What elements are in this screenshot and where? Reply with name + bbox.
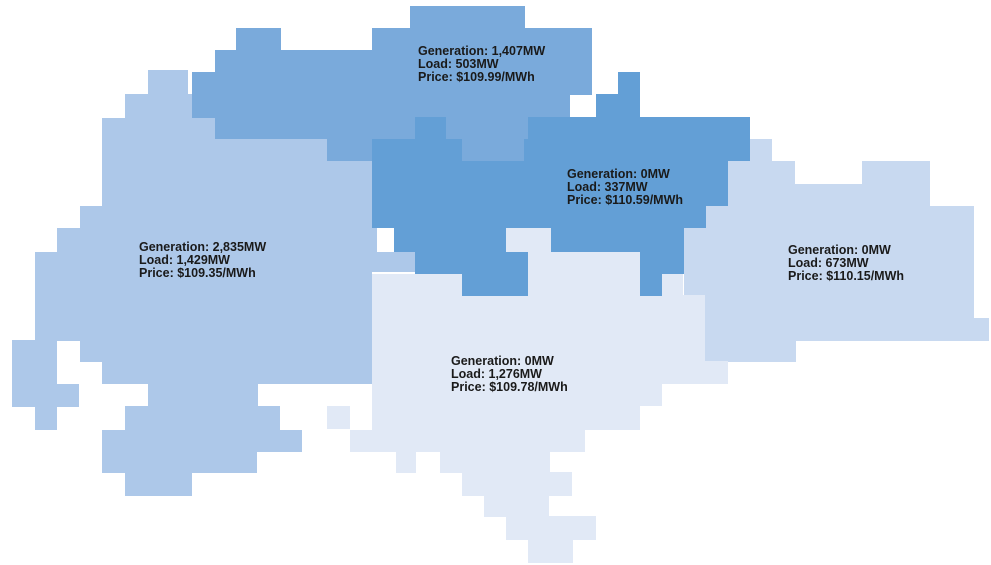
region-central[interactable] <box>372 72 750 296</box>
west-price: Price: $109.35/MWh <box>139 266 256 280</box>
label-east: Generation: 0MW Load: 673MW Price: $110.… <box>788 244 904 283</box>
region-south[interactable] <box>327 228 728 563</box>
south-load: Load: 1,276MW <box>451 367 542 381</box>
west-generation: Generation: 2,835MW <box>139 240 267 254</box>
north-generation: Generation: 1,407MW <box>418 44 546 58</box>
east-generation: Generation: 0MW <box>788 243 891 257</box>
central-price: Price: $110.59/MWh <box>567 193 684 207</box>
label-north: Generation: 1,407MW Load: 503MW Price: $… <box>418 45 545 84</box>
south-price: Price: $109.78/MWh <box>451 380 568 394</box>
south-generation: Generation: 0MW <box>451 354 554 368</box>
region-west[interactable] <box>12 70 415 496</box>
label-west: Generation: 2,835MW Load: 1,429MW Price:… <box>139 241 266 280</box>
central-generation: Generation: 0MW <box>567 167 670 181</box>
east-price: Price: $110.15/MWh <box>788 269 905 283</box>
label-south: Generation: 0MW Load: 1,276MW Price: $10… <box>451 355 568 394</box>
east-load: Load: 673MW <box>788 256 869 270</box>
west-load: Load: 1,429MW <box>139 253 230 267</box>
label-central: Generation: 0MW Load: 337MW Price: $110.… <box>567 168 683 207</box>
region-east[interactable] <box>684 139 989 362</box>
north-load: Load: 503MW <box>418 57 499 71</box>
region-north[interactable] <box>192 6 592 161</box>
north-price: Price: $109.99/MWh <box>418 70 535 84</box>
central-load: Load: 337MW <box>567 180 648 194</box>
